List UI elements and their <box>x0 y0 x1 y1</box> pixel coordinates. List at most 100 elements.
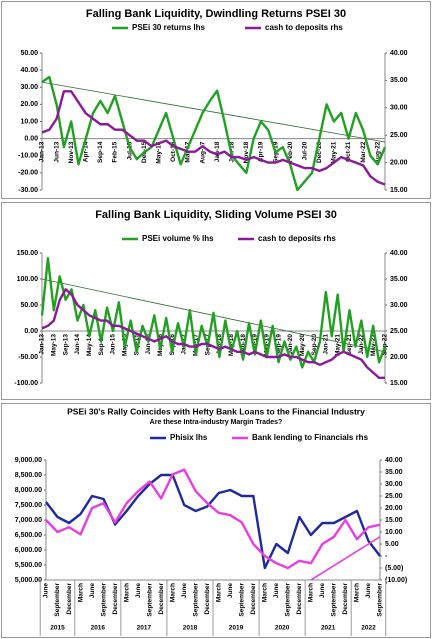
x-tick-label: September <box>192 583 199 617</box>
x-tick-label: Jan-18 <box>216 334 223 355</box>
x-tick-label: September <box>54 583 61 617</box>
x-tick-label: Nov-18 <box>243 141 250 163</box>
y-tick-label: 100.00 <box>17 276 39 283</box>
x-tick-label: Dec-20 <box>316 141 323 163</box>
x-tick-label: March <box>77 583 84 602</box>
x-tick-label: Oct-16 <box>170 141 177 162</box>
x-tick-label: June <box>135 583 142 599</box>
x-tick-label: Sep-14 <box>97 141 104 163</box>
y2-tick-label: 25.00 <box>390 132 408 139</box>
data-line <box>41 90 386 186</box>
y-tick-label: 7,500.00 <box>15 502 42 509</box>
data-line <box>41 288 385 379</box>
y2-tick-label: 5.00 <box>385 541 399 548</box>
y-tick-label: 40.00 <box>20 67 38 74</box>
x-tick-label: June <box>273 583 280 599</box>
x-tick-label: Aug-22 <box>374 141 381 163</box>
x-tick-label: Sep-16 <box>169 334 176 356</box>
y-tick-label: 6,000.00 <box>15 547 42 554</box>
y2-tick-label: 30.00 <box>390 105 408 112</box>
chart-title: PSEi 30's Rally Coincides with Hefty Ban… <box>67 406 365 416</box>
x-tick-label: December <box>158 583 165 615</box>
x-tick-label: December <box>250 583 257 615</box>
year-label: 2015 <box>50 625 65 632</box>
x-tick-label: September <box>285 583 292 617</box>
x-tick-label: September <box>146 583 153 617</box>
x-tick-label: September <box>377 583 384 617</box>
legend-label: Bank lending to Financials rhs <box>252 433 369 442</box>
x-tick-label: Feb-15 <box>112 141 119 162</box>
y-tick-label: -30.00 <box>18 187 38 194</box>
y-tick-label: 50.00 <box>20 302 38 309</box>
y2-tick-label: - <box>385 553 388 560</box>
panel <box>1 1 431 199</box>
y-tick-label: -10.00 <box>18 153 38 160</box>
legend-label: cash to deposits rhs <box>258 234 336 243</box>
x-tick-label: Oct-21 <box>345 141 352 162</box>
x-tick-label: March <box>169 583 176 602</box>
x-tick-label: Apr-14 <box>83 141 90 162</box>
year-label: 2019 <box>229 625 244 632</box>
y-tick-label: 5,500.00 <box>15 562 42 569</box>
x-tick-label: Jan-13 <box>39 141 46 162</box>
y-tick-label: 150.00 <box>17 250 39 257</box>
y2-tick-label: 15.00 <box>390 380 408 387</box>
data-line <box>45 473 381 570</box>
y2-tick-label: 40.00 <box>390 250 408 257</box>
y2-tick-label: (10.00) <box>385 577 407 584</box>
y-tick-label: 20.00 <box>20 101 38 108</box>
chart-title: Falling Bank Liquidity, Sliding Volume P… <box>95 209 337 221</box>
x-tick-label: September <box>239 583 246 617</box>
x-tick-label: Jan-19 <box>252 334 259 355</box>
x-tick-label: Sep-18 <box>240 334 247 356</box>
x-tick-label: Nov-13 <box>68 141 75 163</box>
trend-line <box>310 536 381 581</box>
y-tick-label: 5,000.00 <box>15 577 42 584</box>
x-tick-label: May-16 <box>155 141 162 163</box>
x-tick-label: December <box>66 583 73 615</box>
x-tick-label: December <box>112 583 119 615</box>
year-label: 2020 <box>275 625 290 632</box>
y-tick-label: 8,000.00 <box>15 487 42 494</box>
y2-tick-label: 40.00 <box>390 50 408 57</box>
panel <box>1 202 431 400</box>
x-tick-label: May-13 <box>51 334 58 356</box>
x-tick-label: Sep-13 <box>62 334 69 356</box>
x-tick-label: May-19 <box>263 334 270 356</box>
x-tick-label: Sep-20 <box>311 334 318 356</box>
chart-title: Falling Bank Liquidity, Dwindling Return… <box>86 8 346 20</box>
x-tick-label: March <box>215 583 222 602</box>
y2-tick-label: 40.00 <box>385 457 403 464</box>
x-tick-label: March <box>354 583 361 602</box>
y2-tick-label: 20.00 <box>390 159 408 166</box>
x-tick-label: Jun-13 <box>53 141 60 162</box>
y2-tick-label: (5.00) <box>385 565 403 572</box>
x-tick-label: Jan-21 <box>323 334 330 355</box>
x-tick-label: May-17 <box>192 334 199 356</box>
x-tick-label: March <box>262 583 269 602</box>
y-tick-label: 10.00 <box>20 118 38 125</box>
x-tick-label: Jan-20 <box>287 334 294 355</box>
x-tick-label: Sep-14 <box>98 334 105 356</box>
x-tick-label: Jan-13 <box>39 334 46 355</box>
y2-tick-label: 20.00 <box>385 505 403 512</box>
x-tick-label: December <box>342 583 349 615</box>
data-line <box>41 75 387 192</box>
x-tick-label: June <box>89 583 96 599</box>
x-tick-label: Jul-15 <box>126 141 133 160</box>
x-tick-label: May-18 <box>228 334 235 356</box>
y-tick-label: -50.00 <box>18 354 38 361</box>
y2-tick-label: 30.00 <box>390 302 408 309</box>
y2-tick-label: 30.00 <box>385 481 403 488</box>
year-label: 2022 <box>361 625 376 632</box>
trend-line <box>41 81 386 143</box>
y2-tick-label: 20.00 <box>390 354 408 361</box>
x-tick-label: December <box>296 583 303 615</box>
legend-label: PSEi volume % lhs <box>142 234 214 243</box>
x-tick-label: Jul-20 <box>301 141 308 160</box>
y-tick-label: -20.00 <box>18 170 38 177</box>
y2-tick-label: 25.00 <box>390 328 408 335</box>
y-tick-label: 7,000.00 <box>15 517 42 524</box>
x-tick-label: Mar-22 <box>360 141 367 162</box>
x-tick-label: March <box>123 583 130 602</box>
